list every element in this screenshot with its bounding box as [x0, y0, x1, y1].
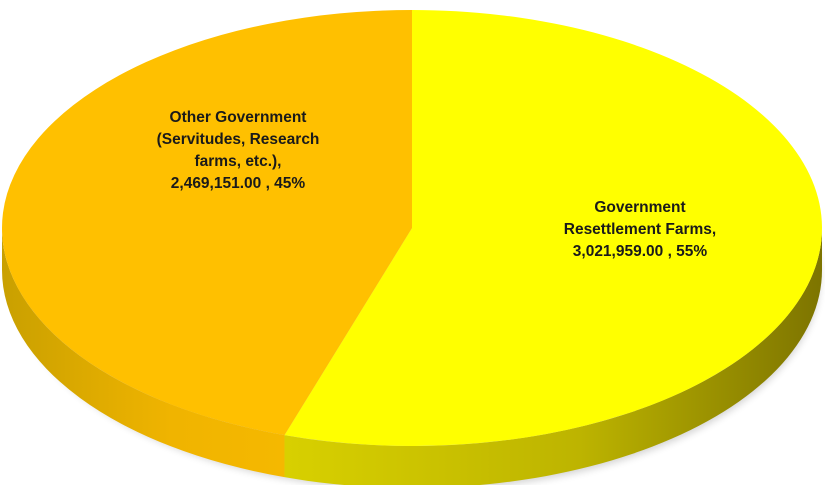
data-label-1-line-2: farms, etc.),	[194, 153, 281, 170]
pie-slice-side-1	[2, 228, 285, 478]
label-layer: Government Resettlement Farms, 3,021,959.0…	[157, 109, 717, 260]
pie-slice-1	[1, 10, 413, 436]
data-label-0-line-2: 3,021,959.00 , 55%	[573, 243, 708, 260]
data-label-1: Other Government (Servitudes, Research far…	[157, 109, 320, 192]
pie-slice-side-0	[284, 228, 822, 485]
pie-layer	[1, 10, 822, 485]
data-label-1-line-1: (Servitudes, Research	[157, 131, 320, 148]
data-label-1-line-0: Other Government	[170, 109, 307, 126]
pie-slice-0	[284, 10, 822, 446]
data-label-0: Government Resettlement Farms, 3,021,959.0…	[564, 199, 716, 260]
data-label-1-line-3: 2,469,151.00 , 45%	[171, 175, 306, 192]
data-label-0-line-0: Government	[594, 199, 685, 216]
data-label-0-line-1: Resettlement Farms,	[564, 221, 716, 238]
